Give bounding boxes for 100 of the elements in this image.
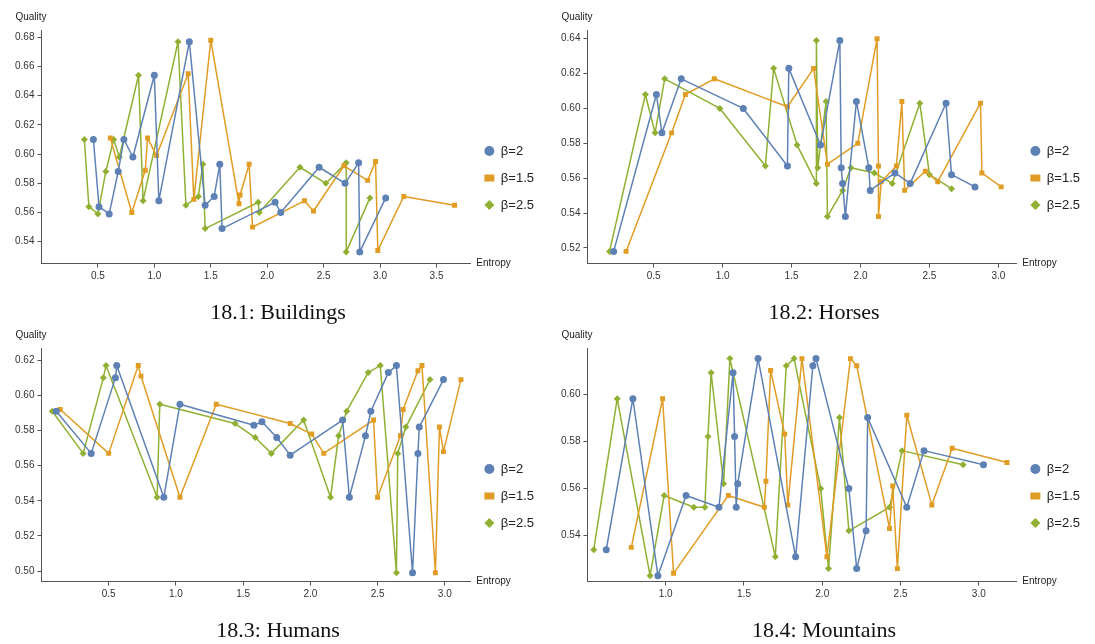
point: [366, 194, 374, 202]
x-tick-label: 3.5: [429, 270, 444, 282]
legend-label: β=2: [500, 142, 524, 158]
point: [80, 136, 88, 143]
point: [998, 184, 1004, 190]
y-tick-label: 0.60: [14, 147, 35, 159]
x-tick-label: 3.0: [373, 270, 388, 282]
y-tick-label: 0.60: [560, 387, 581, 399]
point: [365, 177, 371, 183]
point: [783, 162, 791, 170]
point: [218, 225, 226, 233]
point: [613, 395, 621, 403]
point: [906, 179, 914, 187]
x-tick-label: 2.5: [370, 588, 385, 600]
point: [658, 129, 666, 137]
y-tick-label: 0.50: [14, 564, 35, 576]
point: [375, 494, 381, 500]
point: [105, 210, 113, 218]
point: [866, 186, 874, 194]
point: [761, 162, 769, 170]
y-axis-title: Quality: [15, 10, 47, 22]
point: [768, 367, 774, 373]
point: [94, 210, 102, 218]
x-axis-title: Entropy: [1022, 257, 1057, 269]
point: [321, 450, 327, 456]
point: [701, 503, 709, 511]
point: [942, 99, 950, 107]
point: [716, 104, 724, 112]
point: [85, 203, 93, 211]
point: [660, 396, 666, 402]
point: [732, 503, 740, 511]
y-tick-label: 0.60: [14, 389, 35, 401]
y-tick-label: 0.52: [560, 241, 581, 253]
point: [894, 566, 900, 572]
point: [654, 572, 662, 580]
point: [155, 197, 163, 205]
point: [875, 214, 881, 220]
point: [865, 164, 873, 172]
point: [201, 201, 209, 209]
point: [824, 554, 830, 560]
point: [182, 201, 190, 209]
point: [145, 135, 151, 141]
point: [682, 92, 688, 97]
y-tick-label: 0.56: [14, 206, 35, 218]
point: [903, 503, 911, 511]
point: [845, 527, 853, 535]
y-axis-title: Quality: [561, 328, 593, 340]
point: [361, 432, 369, 440]
point: [902, 187, 908, 193]
point: [847, 356, 853, 362]
point: [862, 527, 870, 535]
y-tick-label: 0.54: [14, 494, 35, 506]
y-tick-label: 0.54: [560, 206, 581, 218]
point: [208, 37, 214, 43]
point: [935, 179, 941, 185]
point: [414, 449, 422, 457]
point: [761, 504, 767, 510]
point: [845, 484, 853, 492]
point: [87, 449, 95, 457]
point: [296, 163, 304, 171]
point: [590, 546, 598, 554]
point: [782, 431, 788, 437]
point: [452, 202, 458, 208]
x-axis-title: Entropy: [1022, 575, 1057, 587]
point: [382, 194, 390, 202]
y-tick-label: 0.58: [14, 177, 35, 189]
point: [315, 163, 323, 171]
point: [250, 224, 255, 230]
y-tick-label: 0.58: [560, 434, 581, 446]
x-tick-label: 2.5: [316, 270, 332, 282]
point: [707, 369, 715, 377]
point: [216, 160, 224, 168]
point: [107, 135, 113, 141]
point: [231, 420, 239, 428]
point: [355, 159, 363, 167]
point: [824, 161, 830, 167]
point: [790, 355, 798, 363]
point: [150, 71, 158, 79]
point: [138, 373, 144, 379]
point: [729, 369, 737, 377]
point: [194, 192, 202, 200]
point: [874, 36, 880, 42]
point: [725, 493, 731, 498]
point: [267, 449, 275, 457]
point: [185, 38, 193, 46]
legend-label: β=2: [1046, 460, 1070, 476]
point: [646, 572, 654, 580]
point: [823, 213, 831, 221]
point: [814, 164, 822, 172]
point: [409, 569, 417, 577]
point: [322, 179, 330, 187]
point: [339, 416, 347, 424]
point: [301, 198, 307, 204]
point: [782, 362, 790, 370]
point: [273, 434, 281, 442]
point: [113, 362, 121, 370]
point: [436, 424, 442, 430]
legend-label: β=2.5: [500, 514, 535, 530]
point: [979, 461, 987, 469]
x-tick-label: 0.5: [90, 270, 106, 282]
